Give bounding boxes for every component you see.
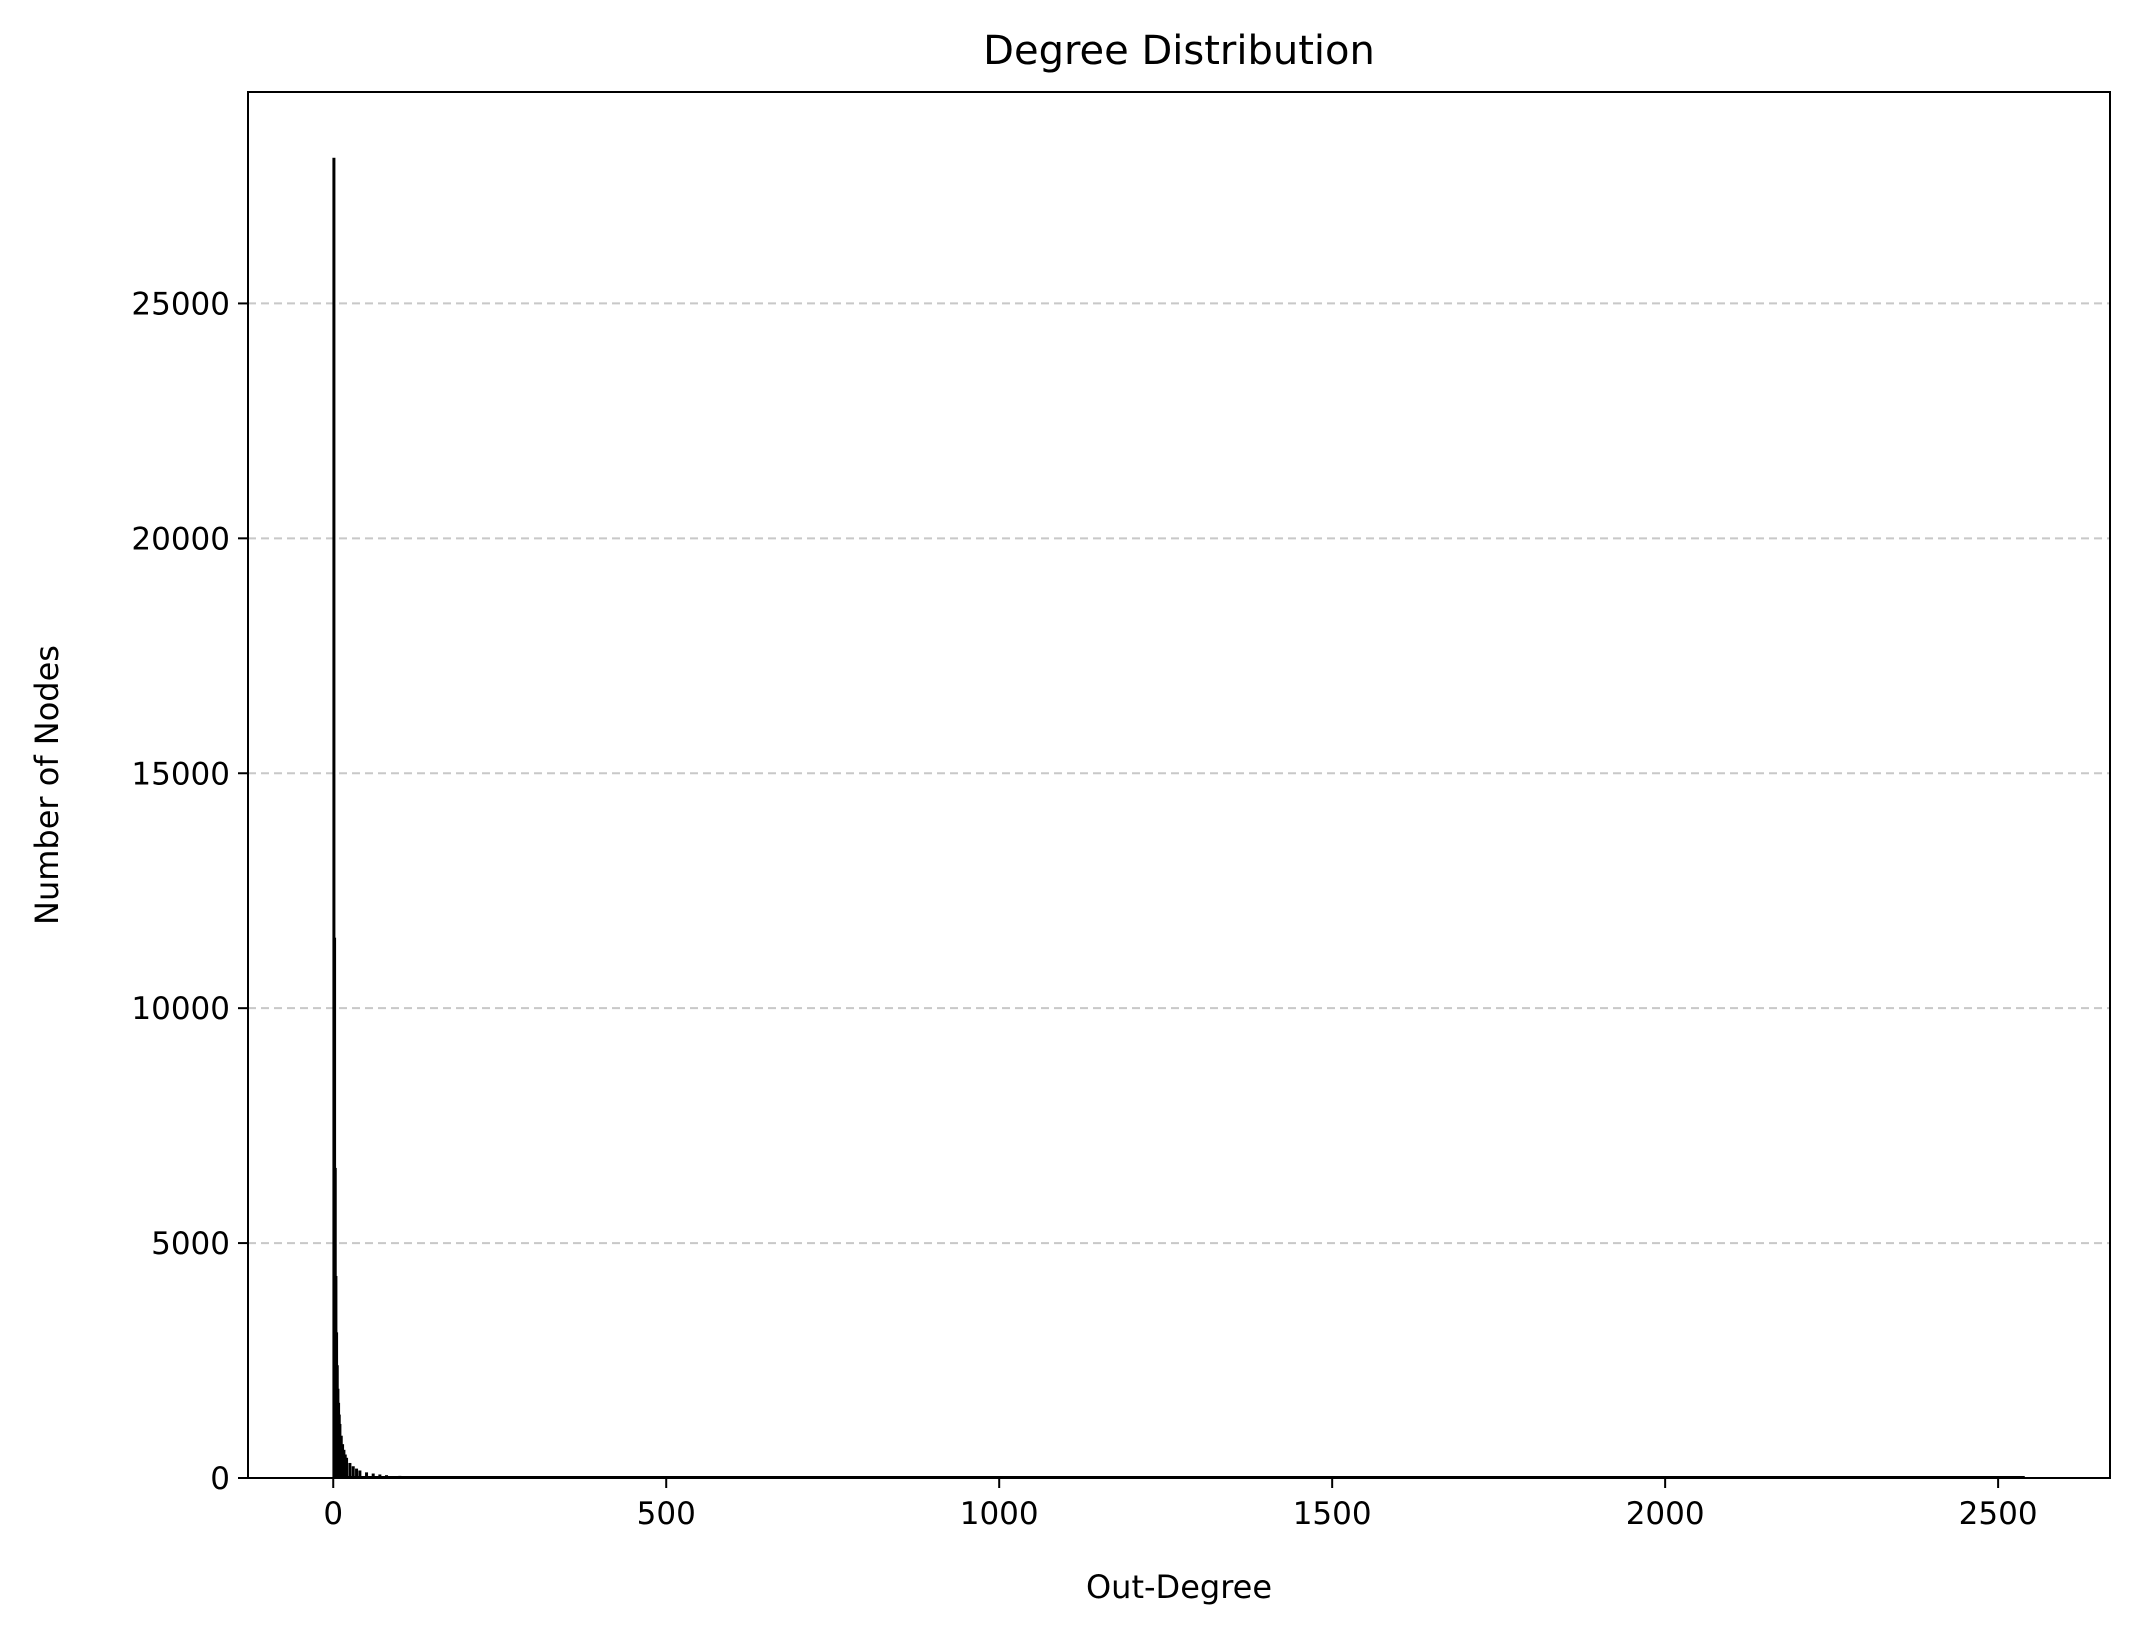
histogram-bar — [358, 1470, 362, 1478]
x-axis-label: Out-Degree — [1086, 1568, 1272, 1606]
histogram-bar — [355, 1468, 359, 1478]
histogram-bar — [365, 1472, 369, 1478]
y-tick-label: 15000 — [131, 756, 230, 792]
y-axis-ticks: 0 5000 10000 15000 20000 25000 — [131, 286, 248, 1497]
histogram-bar — [348, 1462, 352, 1478]
y-tick-label: 5000 — [151, 1226, 230, 1262]
histogram-bar — [371, 1473, 375, 1478]
x-tick-label: 1500 — [1293, 1496, 1372, 1532]
y-tick-label: 25000 — [131, 286, 230, 322]
x-tick-label: 2500 — [1959, 1496, 2038, 1532]
x-tick-label: 0 — [323, 1496, 343, 1532]
y-tick-label: 0 — [210, 1461, 230, 1497]
y-tick-label: 20000 — [131, 521, 230, 557]
x-tick-label: 500 — [637, 1496, 696, 1532]
y-axis-label: Number of Nodes — [28, 645, 66, 925]
histogram-bar — [351, 1466, 355, 1478]
histogram-bar — [332, 157, 336, 1479]
plot-frame — [247, 91, 2111, 1479]
x-axis-ticks: 0 500 1000 1500 2000 2500 — [323, 1478, 2038, 1532]
histogram-bar — [345, 1457, 349, 1478]
chart-title: Degree Distribution — [983, 28, 1375, 74]
x-tick-label: 1000 — [960, 1496, 1039, 1532]
y-grid-lines — [248, 302, 2110, 1245]
y-tick-label: 10000 — [131, 991, 230, 1027]
x-tick-label: 2000 — [1626, 1496, 1705, 1532]
